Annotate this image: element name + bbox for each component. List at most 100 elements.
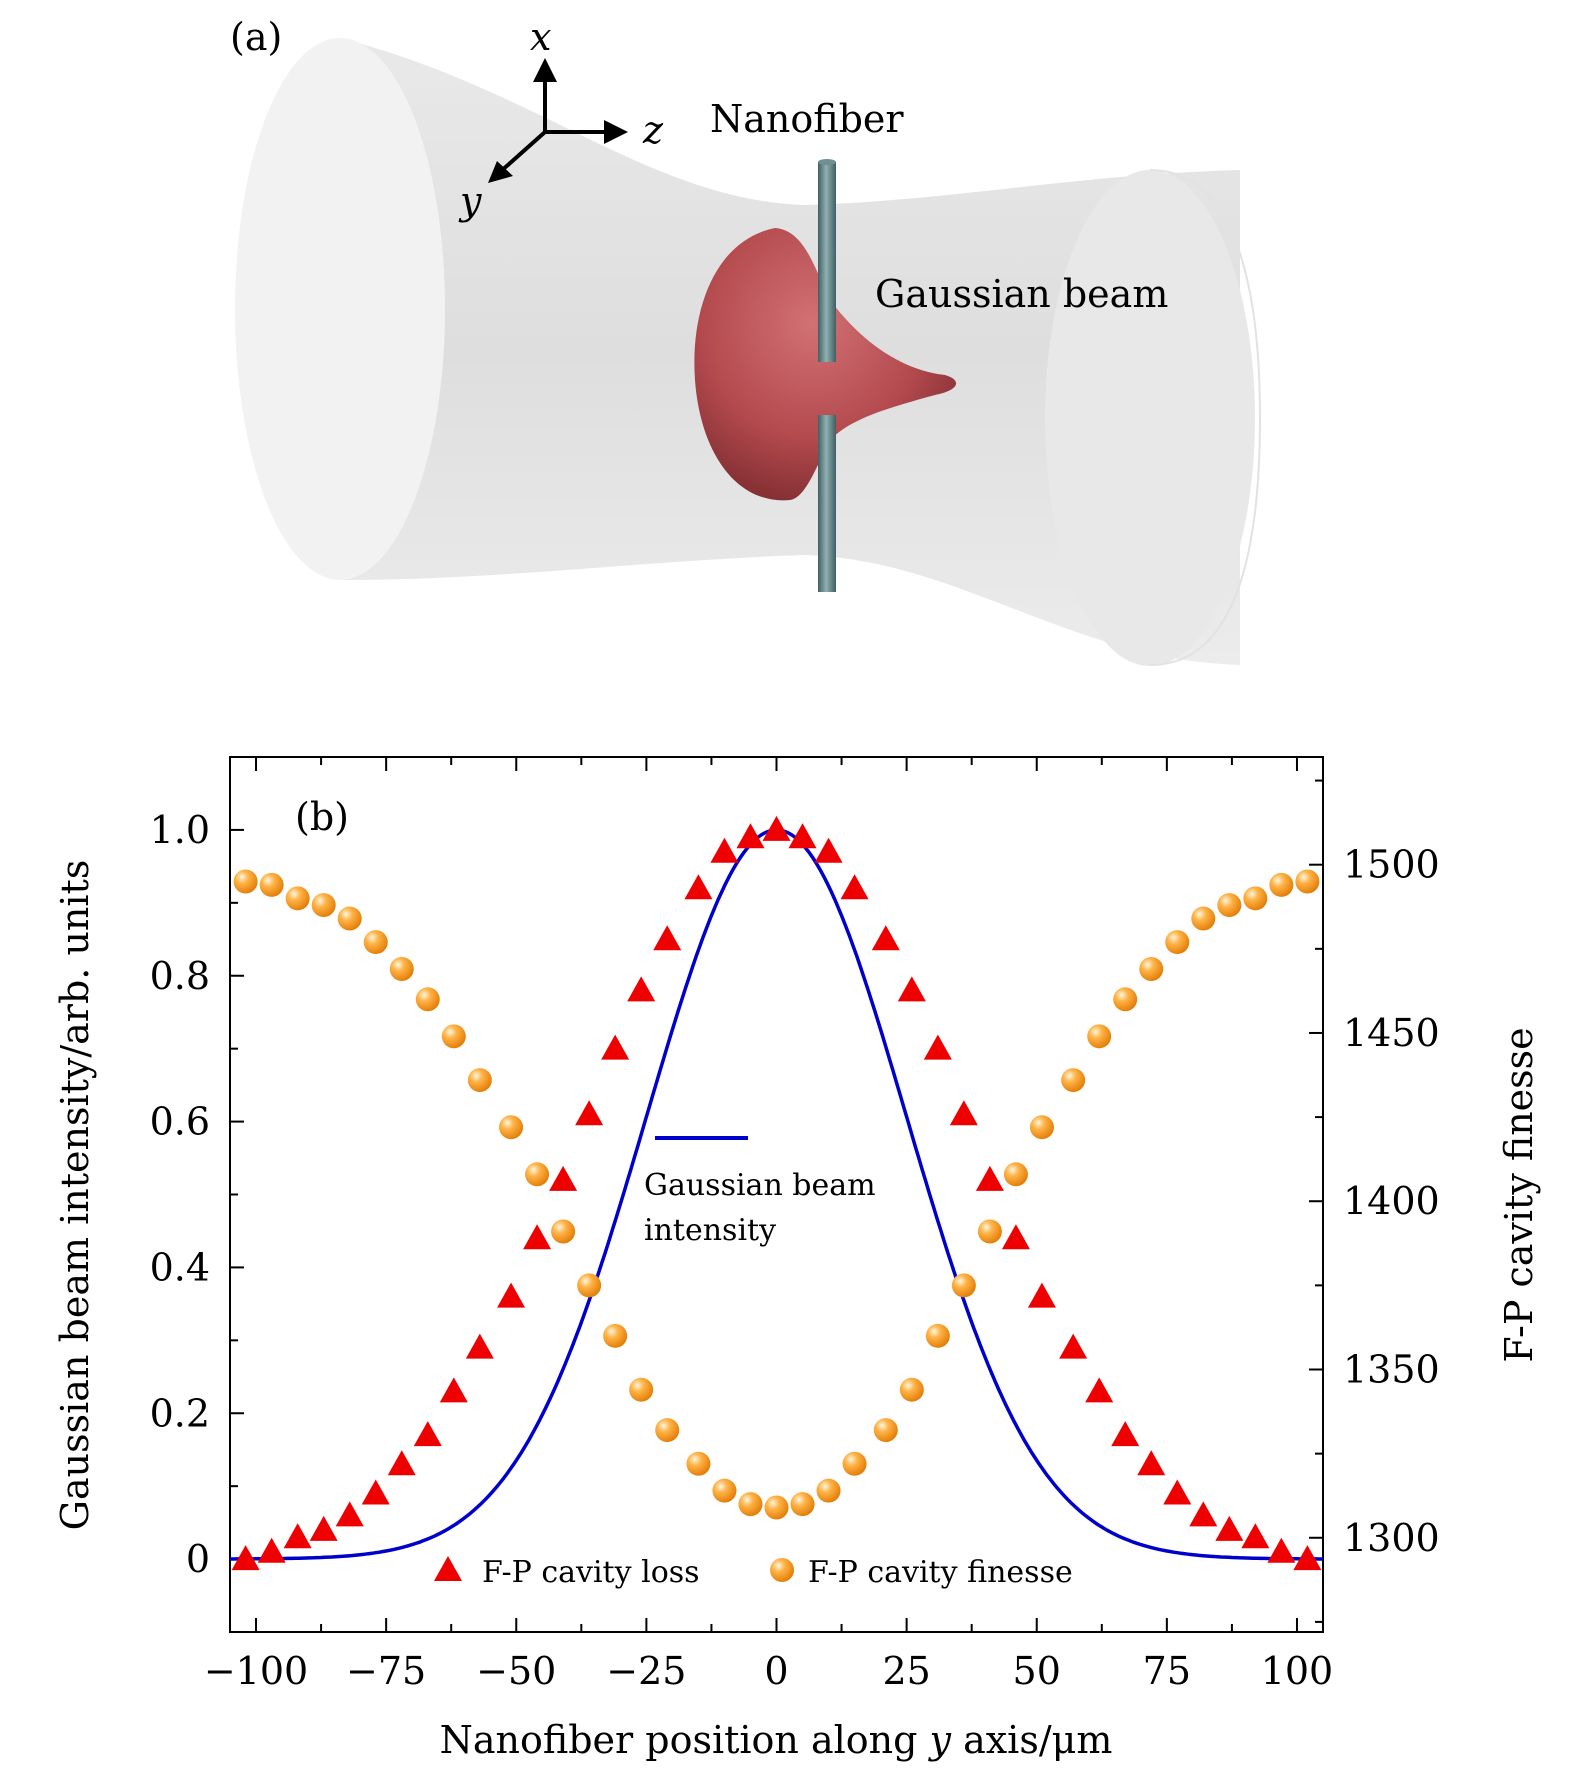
loss-point bbox=[840, 874, 869, 900]
finesse-point bbox=[873, 1418, 898, 1443]
x-axis-title: Nanofiber position along y axis/μm bbox=[440, 1718, 1113, 1762]
finesse-point bbox=[499, 1115, 524, 1140]
finesse-point bbox=[1269, 872, 1294, 897]
finesse-point bbox=[259, 872, 284, 897]
loss-point bbox=[465, 1333, 494, 1359]
panel-b: −100 −75 −50 −25 0 25 50 75 100 0 0.2 0.4 0.6 0.8 1.0 1… bbox=[53, 756, 1541, 1762]
loss-point bbox=[1027, 1282, 1056, 1308]
axis-arrowheads bbox=[488, 58, 628, 183]
nanofiber-label: Nanofiber bbox=[710, 97, 904, 141]
finesse-point bbox=[577, 1273, 602, 1298]
loss-point bbox=[1189, 1501, 1218, 1527]
panel-a: (a) x z y Nanofiber Gaussian beam bbox=[230, 15, 1262, 666]
finesse-point bbox=[842, 1451, 867, 1476]
finesse-point bbox=[1165, 930, 1190, 955]
finesse-point bbox=[1113, 987, 1138, 1012]
loss-point bbox=[387, 1450, 416, 1476]
loss-point bbox=[684, 874, 713, 900]
finesse-point bbox=[311, 893, 336, 918]
loss-point bbox=[923, 1034, 952, 1060]
y2-tick-label: 1450 bbox=[1343, 1011, 1440, 1055]
finesse-point bbox=[233, 869, 258, 894]
loss-point bbox=[283, 1523, 312, 1549]
axis-x-label: x bbox=[530, 15, 551, 59]
y-tick-label: 0 bbox=[186, 1537, 210, 1581]
x-tick-label: 0 bbox=[764, 1649, 788, 1693]
y-tick-label: 0.8 bbox=[150, 954, 210, 998]
loss-point bbox=[361, 1479, 390, 1505]
y-tick-label: 1.0 bbox=[150, 808, 210, 852]
loss-point bbox=[257, 1537, 286, 1563]
loss-point bbox=[1001, 1224, 1030, 1250]
finesse-point bbox=[467, 1068, 492, 1093]
finesse-point bbox=[363, 930, 388, 955]
loss-point bbox=[1163, 1479, 1192, 1505]
loss-point bbox=[897, 976, 926, 1002]
loss-point bbox=[1267, 1537, 1296, 1563]
loss-point bbox=[710, 837, 739, 863]
x-tick-label: 75 bbox=[1143, 1649, 1191, 1693]
axis-y-label: y bbox=[458, 179, 482, 223]
x-tick-label: −75 bbox=[346, 1649, 426, 1693]
beam-right-end bbox=[1045, 170, 1255, 666]
y2-tick-label: 1350 bbox=[1343, 1348, 1440, 1392]
y-tick-label: 0.2 bbox=[150, 1391, 210, 1435]
y2-tick-label: 1400 bbox=[1343, 1179, 1440, 1223]
finesse-point bbox=[1243, 886, 1268, 911]
loss-point bbox=[497, 1282, 526, 1308]
axis-z-label: z bbox=[642, 108, 664, 152]
loss-point bbox=[413, 1421, 442, 1447]
loss-point bbox=[523, 1224, 552, 1250]
finesse-point bbox=[686, 1451, 711, 1476]
loss-point bbox=[601, 1034, 630, 1060]
loss-point bbox=[871, 925, 900, 951]
loss-point bbox=[814, 837, 843, 863]
loss-point bbox=[653, 925, 682, 951]
loss-legend-label: F-P cavity loss bbox=[482, 1555, 700, 1590]
loss-point bbox=[762, 815, 791, 841]
finesse-point bbox=[1029, 1115, 1054, 1140]
finesse-point bbox=[1087, 1024, 1112, 1049]
loss-point bbox=[949, 1100, 978, 1126]
finesse-point bbox=[285, 886, 310, 911]
finesse-point bbox=[1217, 893, 1242, 918]
x-tick-label: 25 bbox=[882, 1649, 930, 1693]
finesse-legend-label: F-P cavity finesse bbox=[808, 1555, 1073, 1590]
finesse-point bbox=[441, 1024, 466, 1049]
finesse-point bbox=[551, 1219, 576, 1244]
finesse-point bbox=[951, 1273, 976, 1298]
y2-tick-label: 1500 bbox=[1343, 843, 1440, 887]
panel-a-label: (a) bbox=[230, 15, 282, 59]
loss-point bbox=[1085, 1377, 1114, 1403]
loss-point bbox=[736, 823, 765, 849]
loss-point bbox=[309, 1515, 338, 1541]
nanofiber bbox=[818, 159, 836, 592]
y-axis-title: Gaussian beam intensity/arb. units bbox=[53, 860, 97, 1531]
finesse-point bbox=[764, 1495, 789, 1520]
loss-point bbox=[1137, 1450, 1166, 1476]
finesse-layer bbox=[233, 869, 1320, 1520]
finesse-point bbox=[790, 1492, 815, 1517]
finesse-point bbox=[1295, 869, 1320, 894]
finesse-point bbox=[337, 906, 362, 931]
finesse-point bbox=[1191, 906, 1216, 931]
panel-b-label: (b) bbox=[295, 795, 349, 839]
finesse-point bbox=[389, 957, 414, 982]
loss-point bbox=[439, 1377, 468, 1403]
y2-tick-label: 1300 bbox=[1343, 1516, 1440, 1560]
intensity-lobe bbox=[694, 228, 957, 501]
finesse-point bbox=[738, 1492, 763, 1517]
finesse-point bbox=[1139, 957, 1164, 982]
y2-axis-title: F-P cavity finesse bbox=[1497, 1027, 1541, 1362]
finesse-point bbox=[415, 987, 440, 1012]
loss-legend-marker bbox=[434, 1556, 462, 1581]
finesse-legend-marker bbox=[770, 1558, 794, 1582]
finesse-point bbox=[655, 1418, 680, 1443]
finesse-point bbox=[712, 1478, 737, 1503]
loss-point bbox=[549, 1165, 578, 1191]
loss-point bbox=[788, 823, 817, 849]
loss-point bbox=[627, 976, 656, 1002]
finesse-point bbox=[525, 1162, 550, 1187]
loss-point bbox=[575, 1100, 604, 1126]
